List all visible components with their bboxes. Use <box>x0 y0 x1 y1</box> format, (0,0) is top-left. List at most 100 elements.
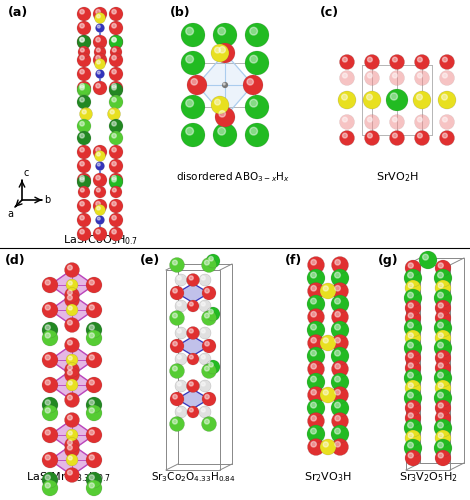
Circle shape <box>211 96 229 114</box>
Circle shape <box>331 360 348 378</box>
Circle shape <box>407 442 413 448</box>
Circle shape <box>311 416 316 421</box>
Circle shape <box>215 99 220 105</box>
Circle shape <box>365 130 379 146</box>
Circle shape <box>335 298 340 304</box>
Circle shape <box>94 46 106 58</box>
Circle shape <box>331 425 349 443</box>
Circle shape <box>343 73 347 78</box>
Circle shape <box>335 350 340 356</box>
Circle shape <box>77 95 91 109</box>
Circle shape <box>97 25 100 28</box>
Circle shape <box>335 416 340 421</box>
Circle shape <box>96 230 100 234</box>
Circle shape <box>435 350 451 366</box>
Circle shape <box>80 178 84 182</box>
Circle shape <box>109 81 123 95</box>
Circle shape <box>42 330 58 346</box>
Circle shape <box>42 472 58 488</box>
Circle shape <box>64 442 79 458</box>
Circle shape <box>442 57 447 62</box>
Text: Sr$_3$Co$_2$O$_{4.33}$H$_{0.84}$: Sr$_3$Co$_2$O$_{4.33}$H$_{0.84}$ <box>151 470 235 484</box>
Circle shape <box>80 162 84 166</box>
Circle shape <box>177 408 181 412</box>
Circle shape <box>69 281 72 285</box>
Circle shape <box>109 35 123 49</box>
Circle shape <box>172 366 177 371</box>
Circle shape <box>77 67 91 81</box>
Circle shape <box>77 131 91 145</box>
Circle shape <box>331 269 349 287</box>
Circle shape <box>438 91 456 109</box>
Circle shape <box>86 472 102 488</box>
Circle shape <box>206 307 220 321</box>
Circle shape <box>391 93 398 100</box>
Circle shape <box>112 162 116 166</box>
Circle shape <box>45 483 50 488</box>
Circle shape <box>335 272 340 278</box>
Circle shape <box>64 468 79 482</box>
Circle shape <box>186 128 194 135</box>
Circle shape <box>109 95 123 109</box>
Circle shape <box>186 28 194 35</box>
Circle shape <box>89 280 94 285</box>
Polygon shape <box>197 53 253 117</box>
Circle shape <box>86 322 102 338</box>
Circle shape <box>331 412 348 430</box>
Circle shape <box>82 110 86 114</box>
Circle shape <box>415 54 430 70</box>
Circle shape <box>338 91 356 109</box>
Circle shape <box>219 110 226 117</box>
Circle shape <box>438 283 443 288</box>
Circle shape <box>199 300 211 312</box>
Circle shape <box>175 353 187 365</box>
Circle shape <box>311 286 316 291</box>
Circle shape <box>93 35 107 49</box>
Circle shape <box>202 382 205 386</box>
Circle shape <box>408 413 413 418</box>
Circle shape <box>202 408 205 412</box>
Circle shape <box>307 347 325 365</box>
Circle shape <box>202 302 205 306</box>
Circle shape <box>112 122 116 126</box>
Circle shape <box>435 380 451 396</box>
Text: c: c <box>23 168 28 178</box>
Circle shape <box>408 453 413 458</box>
Circle shape <box>245 123 269 147</box>
Circle shape <box>80 148 84 152</box>
Circle shape <box>42 405 58 421</box>
Circle shape <box>408 383 413 388</box>
Circle shape <box>80 24 84 28</box>
Circle shape <box>405 360 421 376</box>
Circle shape <box>96 148 100 152</box>
Circle shape <box>68 340 72 345</box>
Circle shape <box>64 288 79 302</box>
Circle shape <box>206 254 220 268</box>
Circle shape <box>186 56 194 63</box>
Circle shape <box>339 54 354 70</box>
Circle shape <box>45 408 50 413</box>
Circle shape <box>405 430 421 446</box>
Circle shape <box>86 302 102 318</box>
Circle shape <box>434 439 452 457</box>
Circle shape <box>438 372 443 378</box>
Circle shape <box>170 364 185 378</box>
Circle shape <box>339 70 354 86</box>
Circle shape <box>94 12 105 24</box>
Circle shape <box>335 428 340 434</box>
Circle shape <box>66 379 78 391</box>
Circle shape <box>323 338 329 343</box>
Circle shape <box>66 429 78 441</box>
Circle shape <box>187 300 199 312</box>
Circle shape <box>331 438 348 456</box>
Circle shape <box>423 254 428 260</box>
Circle shape <box>45 305 50 310</box>
Circle shape <box>311 312 316 317</box>
Circle shape <box>112 10 116 14</box>
Circle shape <box>187 274 199 286</box>
Circle shape <box>109 35 123 49</box>
Circle shape <box>64 392 79 407</box>
Circle shape <box>243 75 263 95</box>
Circle shape <box>438 453 443 458</box>
Circle shape <box>77 83 91 97</box>
